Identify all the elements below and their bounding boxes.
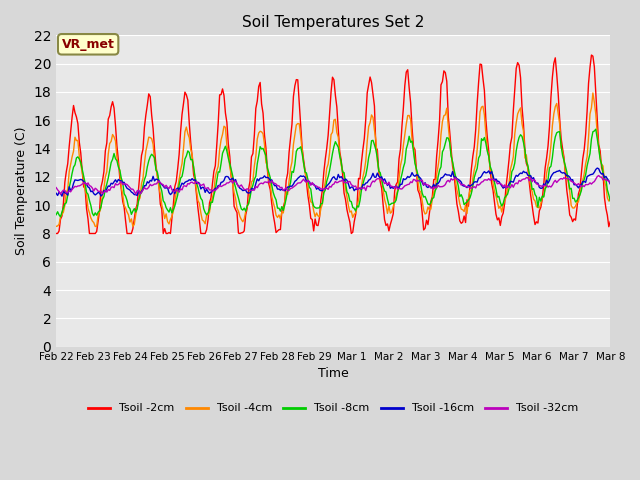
Tsoil -2cm (337, 157, 345, 163)
Tsoil -4cm (88, 218, 96, 224)
Title: Soil Temperatures Set 2: Soil Temperatures Set 2 (242, 15, 424, 30)
Tsoil -16cm (593, 165, 601, 171)
Tsoil -4cm (607, 196, 614, 202)
Tsoil -2cm (88, 230, 96, 236)
Line: Tsoil -32cm: Tsoil -32cm (56, 176, 611, 194)
Line: Tsoil -2cm: Tsoil -2cm (56, 55, 611, 233)
Tsoil -2cm (530, 213, 538, 219)
Tsoil -32cm (531, 178, 539, 183)
Tsoil -32cm (339, 177, 346, 182)
Tsoil -8cm (607, 198, 614, 204)
Tsoil -4cm (604, 195, 611, 201)
Tsoil -8cm (449, 159, 456, 165)
Tsoil -8cm (57, 214, 65, 220)
Tsoil -16cm (605, 178, 612, 184)
X-axis label: Time: Time (318, 367, 349, 380)
Tsoil -2cm (52, 230, 60, 236)
Legend: Tsoil -2cm, Tsoil -4cm, Tsoil -8cm, Tsoil -16cm, Tsoil -32cm: Tsoil -2cm, Tsoil -4cm, Tsoil -8cm, Tsoi… (84, 399, 582, 418)
Tsoil -32cm (607, 180, 614, 185)
Tsoil -2cm (447, 146, 455, 152)
Tsoil -4cm (447, 153, 455, 158)
Tsoil -2cm (71, 110, 79, 116)
Tsoil -2cm (588, 52, 595, 58)
Tsoil -16cm (90, 191, 98, 196)
Text: VR_met: VR_met (61, 38, 115, 51)
Tsoil -32cm (595, 173, 602, 179)
Tsoil -8cm (605, 192, 612, 198)
Line: Tsoil -8cm: Tsoil -8cm (56, 129, 611, 217)
Tsoil -32cm (52, 185, 60, 191)
Tsoil -16cm (339, 176, 346, 181)
Tsoil -32cm (90, 188, 98, 194)
Tsoil -16cm (72, 177, 80, 183)
Line: Tsoil -4cm: Tsoil -4cm (56, 93, 611, 227)
Tsoil -32cm (449, 177, 456, 183)
Tsoil -2cm (604, 212, 611, 218)
Tsoil -32cm (72, 184, 80, 190)
Tsoil -16cm (531, 180, 539, 185)
Tsoil -32cm (605, 178, 612, 184)
Tsoil -16cm (449, 168, 456, 174)
Tsoil -8cm (90, 213, 98, 218)
Tsoil -4cm (530, 196, 538, 202)
Tsoil -4cm (337, 162, 345, 168)
Tsoil -8cm (52, 212, 60, 217)
Tsoil -4cm (52, 224, 60, 229)
Line: Tsoil -16cm: Tsoil -16cm (56, 168, 611, 196)
Tsoil -8cm (72, 155, 80, 161)
Tsoil -2cm (607, 219, 614, 225)
Y-axis label: Soil Temperature (C): Soil Temperature (C) (15, 127, 28, 255)
Tsoil -4cm (71, 134, 79, 140)
Tsoil -16cm (58, 193, 66, 199)
Tsoil -32cm (57, 192, 65, 197)
Tsoil -16cm (52, 191, 60, 196)
Tsoil -16cm (607, 181, 614, 187)
Tsoil -8cm (592, 126, 600, 132)
Tsoil -8cm (339, 169, 346, 175)
Tsoil -8cm (531, 192, 539, 197)
Tsoil -4cm (589, 90, 596, 96)
